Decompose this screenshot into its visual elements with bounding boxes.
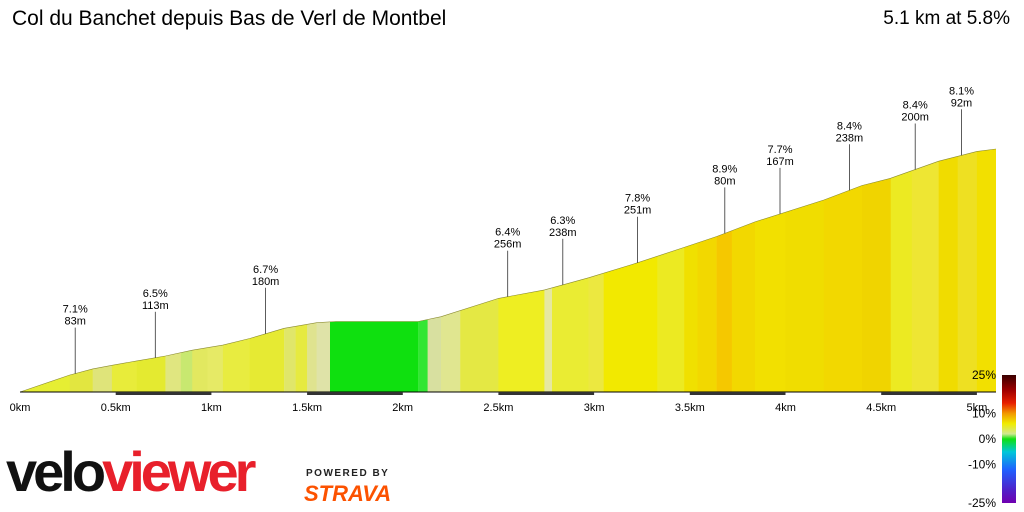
x-tick-labels: 0km 0.5km 1km 1.5km 2km 2.5km 3km 3.5km 4km 4.5km… xyxy=(10,402,988,414)
annotation-length: 238m xyxy=(549,227,577,239)
profile-segment xyxy=(588,149,604,392)
annotation-grade: 8.4% xyxy=(903,100,928,112)
grade-annotations: 7.1%83m6.5%113m6.7%180m6.4%256m6.3%238m7… xyxy=(63,85,974,374)
annotation-grade: 6.7% xyxy=(253,264,278,276)
profile-segment xyxy=(180,149,193,392)
profile-segment xyxy=(754,149,786,392)
profile-segment xyxy=(890,149,913,392)
km-bar xyxy=(881,392,977,395)
profile-segment xyxy=(957,149,978,392)
profile-segment xyxy=(330,149,419,392)
gradient-segments xyxy=(20,149,996,392)
x-tick-label: 0.5km xyxy=(101,402,131,414)
chart-summary: 5.1 km at 5.8% xyxy=(883,8,1010,29)
profile-segment xyxy=(911,149,939,392)
x-tick-label: 4km xyxy=(775,402,796,414)
profile-segment xyxy=(657,149,685,392)
profile-segment xyxy=(307,149,317,392)
annotation-length: 251m xyxy=(624,205,652,217)
x-tick-label: 1.5km xyxy=(292,402,322,414)
annotation-grade: 7.7% xyxy=(767,144,792,156)
profile-segment xyxy=(418,149,428,392)
annotation-length: 113m xyxy=(142,300,169,312)
scale-label: 0% xyxy=(979,432,997,446)
annotation-grade: 8.4% xyxy=(837,120,862,132)
profile-segment xyxy=(862,149,891,392)
annotation-grade: 7.8% xyxy=(625,193,650,205)
profile-outline xyxy=(19,148,997,393)
profile-segment xyxy=(544,149,553,392)
profile-segment xyxy=(427,149,442,392)
profile-segment xyxy=(111,149,138,392)
annotation-length: 180m xyxy=(252,276,280,288)
strava-logo[interactable]: STRAVA xyxy=(304,481,392,506)
chart-title: Col du Banchet depuis Bas de Verl de Mon… xyxy=(12,7,447,30)
profile-segment xyxy=(552,149,589,392)
km-bars xyxy=(115,392,977,395)
profile-segment xyxy=(976,149,996,392)
logo-viewer-text: viewer xyxy=(102,440,256,503)
profile-segment xyxy=(69,149,94,392)
profile-segment xyxy=(136,149,166,392)
profile-segment xyxy=(295,149,308,392)
profile-segment xyxy=(498,149,545,392)
scale-label: -10% xyxy=(968,458,996,472)
gradient-color-scale: 25% 10% 0% -10% -25% xyxy=(968,368,1016,510)
annotation-grade: 6.5% xyxy=(143,288,168,300)
x-tick-label: 5km xyxy=(967,402,988,414)
annotation-grade: 7.1% xyxy=(63,304,88,316)
annotation-length: 92m xyxy=(951,97,972,109)
profile-segment xyxy=(284,149,296,392)
x-tick-label: 1km xyxy=(201,402,222,414)
profile-segment xyxy=(316,149,331,392)
annotation-length: 238m xyxy=(836,132,864,144)
annotation-length: 83m xyxy=(64,316,85,328)
profile-segment xyxy=(684,149,698,392)
profile-segment xyxy=(460,149,499,392)
profile-segment xyxy=(165,149,181,392)
annotation-length: 167m xyxy=(766,156,794,168)
profile-segment xyxy=(938,149,958,392)
km-bar xyxy=(115,392,212,395)
scale-label: 25% xyxy=(972,368,996,382)
profile-segment xyxy=(92,149,113,392)
profile-segment xyxy=(603,149,658,392)
profile-segment xyxy=(207,149,224,392)
km-bar xyxy=(498,392,595,395)
x-tick-label: 3km xyxy=(584,402,605,414)
annotation-length: 80m xyxy=(714,175,735,187)
x-tick-label: 3.5km xyxy=(675,402,705,414)
km-bar xyxy=(307,392,403,395)
x-tick-label: 2.5km xyxy=(483,402,513,414)
x-tick-label: 0km xyxy=(10,402,31,414)
scale-label: 10% xyxy=(972,406,996,420)
powered-by-label: POWERED BY xyxy=(306,468,390,479)
annotation-length: 200m xyxy=(901,112,929,124)
annotation-grade: 8.1% xyxy=(949,85,974,97)
x-tick-label: 2km xyxy=(392,402,413,414)
profile-segment xyxy=(785,149,825,392)
annotation-grade: 6.3% xyxy=(550,215,575,227)
gradient-scale-bar xyxy=(1002,375,1016,503)
logo-velo-text: velo xyxy=(6,440,106,503)
profile-segment xyxy=(192,149,208,392)
profile-segment xyxy=(823,149,863,392)
annotation-grade: 6.4% xyxy=(495,227,520,239)
profile-segment xyxy=(222,149,250,392)
annotation-grade: 8.9% xyxy=(712,163,737,175)
veloviewer-logo[interactable]: veloviewer xyxy=(6,444,256,500)
profile-segment xyxy=(441,149,461,392)
x-tick-label: 4.5km xyxy=(866,402,896,414)
scale-label: -25% xyxy=(968,496,996,510)
km-bar xyxy=(689,392,786,395)
annotation-length: 256m xyxy=(494,239,522,251)
profile-segment xyxy=(20,149,71,392)
